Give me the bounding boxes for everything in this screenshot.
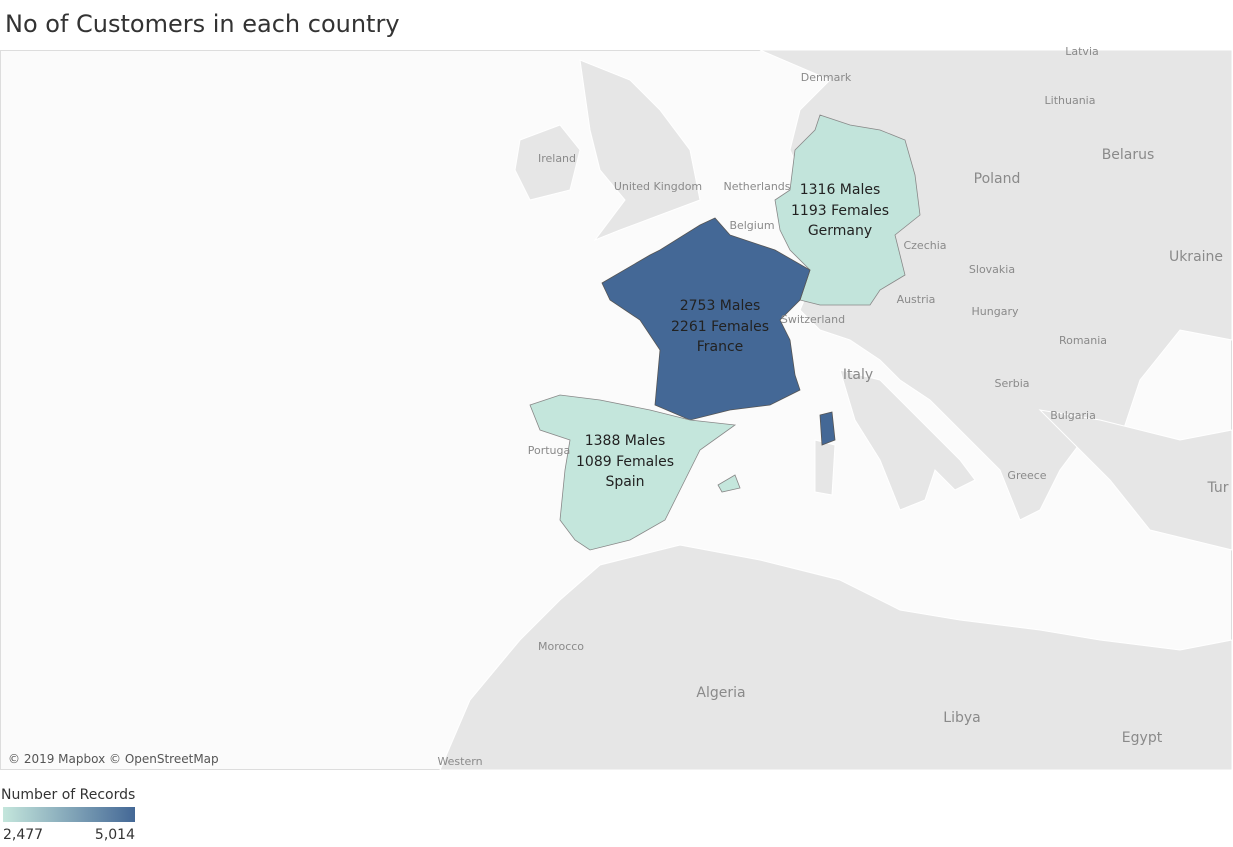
country-region[interactable] [774,114,921,306]
place-label: Austria [897,293,936,306]
place-label: Western [437,755,482,768]
place-label: Morocco [538,640,584,653]
place-label: Lithuania [1045,94,1096,107]
basemap [439,49,1233,771]
legend-min: 2,477 [3,827,43,843]
place-label: Greece [1007,469,1046,482]
place-label: Portuga [528,444,571,457]
place-label: Libya [943,710,980,726]
place-label: Belgium [729,219,774,232]
place-label: Bulgaria [1050,409,1096,422]
legend-title: Number of Records [1,787,135,803]
place-label: Belarus [1102,147,1155,163]
region-label: 2753 Males [680,298,761,314]
region-label: France [697,339,744,355]
place-label: Egypt [1122,730,1163,746]
place-label: Czechia [903,239,946,252]
place-label: Slovakia [969,263,1015,276]
place-label: United Kingdom [614,180,702,193]
place-label: Poland [974,171,1021,187]
place-label: Italy [843,367,873,383]
place-label: Switzerland [781,313,845,326]
legend: Number of Records 2,477 5,014 [1,787,135,843]
place-label: Ukraine [1169,249,1223,265]
title: No of Customers in each country [5,10,400,38]
place-label: Hungary [972,305,1019,318]
attribution: © 2019 Mapbox © OpenStreetMap [8,752,219,766]
place-label: Algeria [696,685,745,701]
place-label: Romania [1059,334,1107,347]
country-region[interactable] [601,217,836,446]
region-label: 1193 Females [791,203,889,219]
place-label: Netherlands [723,180,790,193]
region-labels: 1316 Males 1193 Females Germany 2753 Mal… [576,182,889,490]
region-label: 2261 Females [671,319,769,335]
country-region[interactable] [529,394,741,551]
legend-max: 5,014 [95,827,135,843]
region-label: 1316 Males [800,182,881,198]
place-labels: Latvia Denmark Lithuania Ireland United … [437,45,1228,768]
legend-gradient [3,807,135,822]
region-label: 1388 Males [585,433,666,449]
place-label: Latvia [1065,45,1099,58]
map: 1316 Males 1193 Females Germany 2753 Mal… [0,45,1233,771]
place-label: Denmark [801,71,852,84]
place-label: Tur [1206,480,1228,496]
region-label: 1089 Females [576,454,674,470]
region-label: Germany [808,223,872,239]
place-label: Serbia [994,377,1029,390]
region-label: Spain [605,474,644,490]
place-label: Ireland [538,152,576,165]
